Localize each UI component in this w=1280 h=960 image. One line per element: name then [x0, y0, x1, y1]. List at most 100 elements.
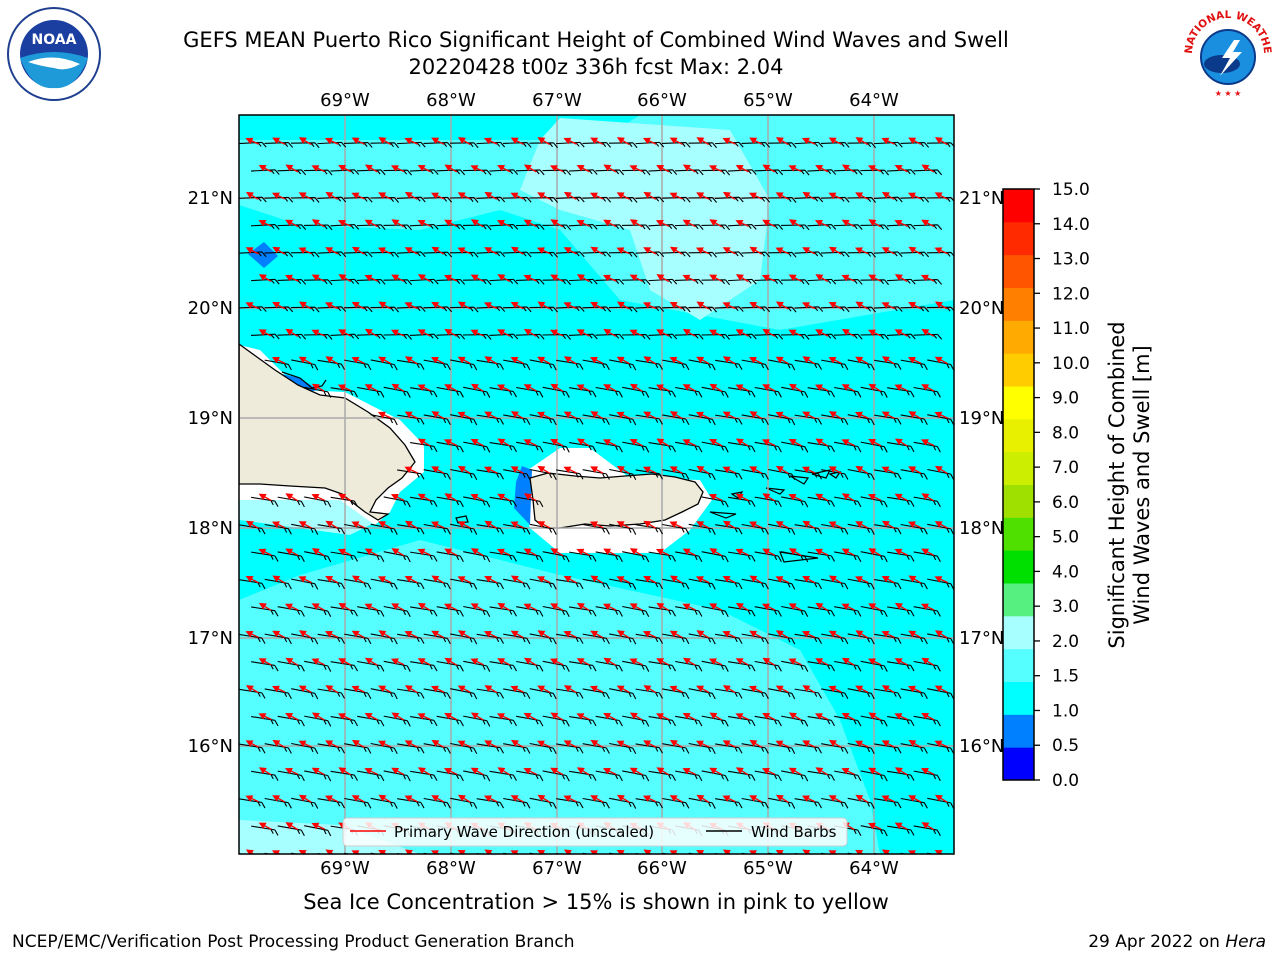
wave-arrow	[735, 438, 749, 447]
lon-label: 68°W	[426, 90, 476, 111]
wave-arrow	[709, 603, 723, 611]
wave-arrow	[510, 685, 524, 693]
wave-arrow	[444, 328, 458, 337]
wave-arrow	[417, 548, 431, 556]
wave-arrow	[324, 795, 339, 803]
wave-arrow	[616, 411, 630, 419]
wave-arrow	[749, 246, 763, 255]
wave-arrow	[272, 630, 286, 639]
wave-arrow	[523, 219, 537, 228]
wave-arrow	[761, 274, 776, 282]
wave-arrow	[802, 520, 816, 529]
wave-arrow	[642, 466, 657, 474]
wave-arrow	[655, 384, 670, 392]
colorbar-band	[1003, 484, 1034, 518]
wave-arrow	[748, 192, 763, 200]
wave-arrow	[762, 164, 776, 173]
wave-arrow	[709, 548, 723, 557]
wave-arrow	[590, 575, 604, 584]
wave-arrow	[417, 602, 431, 611]
wave-arrow	[457, 630, 471, 639]
wave-arrow	[576, 384, 590, 392]
wave-arrow	[510, 739, 524, 748]
wave-arrow	[536, 740, 551, 748]
wave-arrow	[722, 247, 736, 255]
wave-arrow	[443, 439, 458, 447]
wave-arrow	[907, 356, 922, 364]
wave-arrow	[788, 767, 802, 776]
wave-arrow	[722, 302, 736, 310]
wave-arrow	[576, 274, 590, 283]
wave-arrow	[590, 301, 604, 310]
wave-arrow	[629, 165, 643, 173]
wave-arrow	[245, 575, 259, 584]
wave-arrow	[510, 356, 524, 364]
wave-arrow	[404, 685, 418, 694]
colorbar-band	[1003, 714, 1034, 748]
noaa-logo: NOAA	[7, 7, 101, 101]
wave-arrow	[444, 548, 458, 556]
wave-arrow	[920, 274, 935, 282]
wave-arrow	[867, 658, 882, 666]
colorbar-band	[1003, 517, 1034, 551]
wave-arrow	[484, 575, 498, 584]
wave-arrow	[364, 328, 378, 337]
wave-arrow	[788, 219, 802, 228]
wave-arrow	[696, 521, 710, 529]
wind-barb	[397, 852, 425, 854]
wave-arrow	[537, 192, 551, 200]
map-legend: Primary Wave Direction (unscaled) Wind B…	[342, 817, 848, 847]
wave-arrow	[656, 438, 670, 447]
wave-arrow	[457, 849, 471, 854]
wave-arrow	[284, 767, 299, 775]
wave-arrow	[603, 328, 617, 337]
wave-arrow	[537, 137, 551, 146]
wave-arrow	[616, 137, 630, 146]
wave-arrow	[709, 383, 723, 392]
wave-arrow	[510, 850, 524, 854]
wave-arrow	[855, 685, 869, 693]
wave-arrow	[735, 602, 749, 611]
wave-arrow	[708, 493, 723, 501]
wave-arrow	[894, 713, 908, 721]
colorbar-tick-label: 12.0	[1052, 284, 1090, 304]
wave-arrow	[430, 685, 445, 693]
wave-arrow	[708, 329, 723, 337]
wave-arrow	[775, 192, 789, 200]
colorbar-band	[1003, 550, 1034, 584]
wave-arrow	[602, 439, 617, 447]
wave-arrow	[563, 137, 577, 145]
wave-arrow	[616, 465, 630, 474]
wave-arrow	[431, 137, 445, 145]
wave-arrow	[828, 630, 842, 639]
chart-subtitle: 20220428 t00z 336h fcst Max: 2.04	[408, 55, 784, 79]
wave-arrow	[470, 219, 484, 228]
low-wave-patch-1	[248, 242, 278, 268]
wave-arrow	[378, 356, 392, 365]
wave-arrow	[775, 247, 789, 255]
wave-arrow	[868, 767, 882, 776]
wave-arrow	[324, 630, 339, 638]
wave-arrow	[868, 219, 882, 228]
wave-direction-layer	[245, 137, 948, 854]
wave-arrow	[497, 164, 511, 173]
wave-arrow	[284, 603, 299, 611]
wave-arrow	[761, 767, 776, 775]
wave-arrow	[815, 164, 829, 173]
lat-label: 20°N	[959, 298, 1004, 319]
wave-arrow	[748, 356, 763, 364]
wave-arrow	[894, 329, 908, 337]
wave-arrow	[351, 685, 365, 693]
wave-arrow	[311, 329, 325, 337]
wave-arrow	[841, 219, 855, 228]
wave-arrow	[841, 164, 855, 173]
wave-arrow	[537, 630, 551, 639]
wave-arrow	[325, 740, 339, 748]
wave-arrow	[855, 630, 869, 639]
lat-label: 17°N	[959, 628, 1004, 649]
wave-arrow	[775, 411, 789, 419]
colorbar-tick-label: 7.0	[1052, 458, 1079, 478]
colorbar-tick-label: 15.0	[1052, 180, 1090, 200]
wave-arrow	[908, 137, 922, 145]
